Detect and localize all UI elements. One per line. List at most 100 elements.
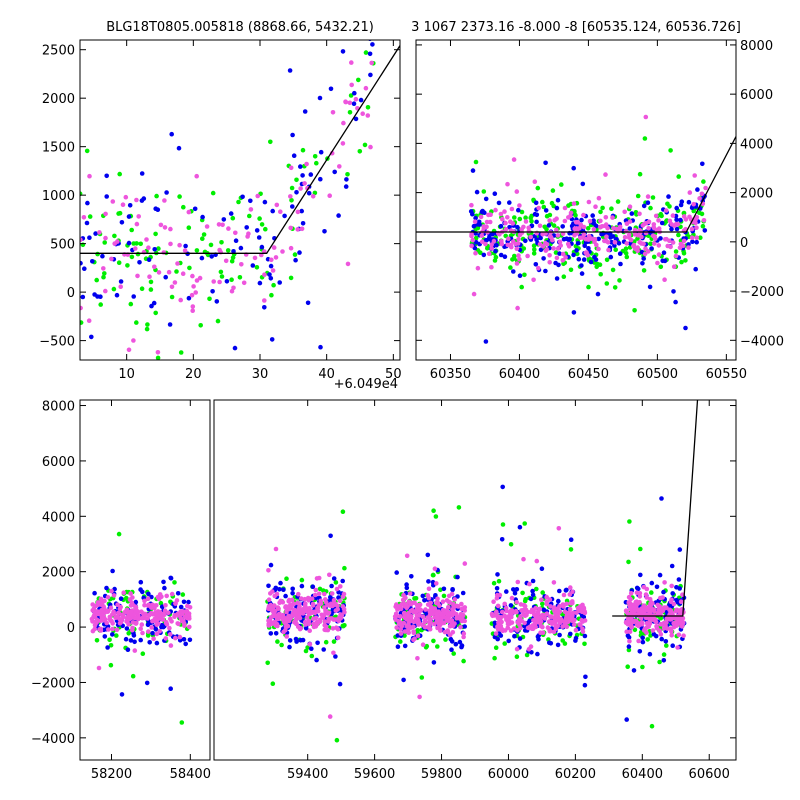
panel-top-left-point-green xyxy=(194,248,200,253)
panel-bottom-point-blue xyxy=(154,640,160,646)
panel-top-left-point-magenta xyxy=(327,193,333,198)
panel-bottom-point-magenta xyxy=(534,558,540,564)
panel-top-right-point-magenta xyxy=(508,219,513,224)
panel-top-right-point-magenta xyxy=(469,202,474,208)
panel-bottom-point-magenta xyxy=(628,596,633,602)
panel-bottom-point-magenta xyxy=(639,606,645,611)
panel-top-left-point-blue xyxy=(131,294,136,299)
panel-top-left-point-blue xyxy=(221,217,227,222)
panel-top-right-point-green xyxy=(551,223,557,228)
panel-top-left-point-magenta xyxy=(155,350,161,355)
panel-top-right-point-magenta xyxy=(602,223,608,229)
panel-top-left-point-magenta xyxy=(80,237,83,242)
panel-top-left-point-blue xyxy=(167,322,173,327)
panel-bottom-point-green xyxy=(520,590,525,596)
panel-bottom-point-blue xyxy=(138,579,144,585)
panel-bottom-point-magenta xyxy=(111,593,117,598)
panel-bottom-point-magenta xyxy=(518,602,524,607)
panel-top-right-point-blue xyxy=(647,284,653,290)
panel-bottom-point-green xyxy=(333,580,339,585)
panel-top-left-point-green xyxy=(131,241,136,246)
panel-bottom-y-tick-label: −4000 xyxy=(31,732,75,747)
panel-top-left-point-blue xyxy=(231,249,236,254)
panel-top-right-point-blue xyxy=(588,259,594,265)
panel-top-right-point-magenta xyxy=(516,253,521,258)
panel-top-left-point-blue xyxy=(267,272,272,277)
panel-top-left-point-blue xyxy=(232,345,238,351)
panel-bottom-point-magenta xyxy=(295,615,301,620)
panel-top-right-point-magenta xyxy=(656,226,662,231)
panel-bottom-point-blue xyxy=(555,642,561,648)
panel-top-right-point-magenta xyxy=(586,199,592,205)
panel-top-right-point-green xyxy=(600,205,605,211)
panel-bottom-point-magenta xyxy=(418,607,424,613)
panel-bottom-point-magenta xyxy=(187,605,193,610)
panel-bottom-point-green xyxy=(502,641,508,646)
panel-bottom-point-blue xyxy=(582,633,588,639)
panel-top-left-point-blue xyxy=(139,198,145,203)
panel-top-left-point-blue xyxy=(262,199,268,205)
panel-top-left-point-green xyxy=(139,286,145,292)
panel-top-left-point-green xyxy=(102,240,107,245)
panel-top-right-point-blue xyxy=(533,262,539,267)
panel-top-right-point-blue xyxy=(571,310,577,315)
panel-top-right-title: 3 1067 2373.16 -8.000 -8 [60535.124, 605… xyxy=(411,20,741,35)
panel-bottom-point-magenta xyxy=(153,611,158,617)
panel-bottom-point-green xyxy=(275,639,280,644)
panel-top-left-point-blue xyxy=(192,206,198,212)
panel-top-right-point-blue xyxy=(579,217,584,223)
panel-top-right-point-magenta xyxy=(651,222,657,227)
panel-bottom-point-blue xyxy=(144,680,150,686)
panel-bottom-point-magenta xyxy=(461,634,466,640)
panel-top-left-point-green xyxy=(112,233,117,239)
panel-bottom-point-magenta xyxy=(169,591,175,597)
panel-top-left-point-blue xyxy=(146,257,152,263)
panel-top-left-point-blue xyxy=(186,295,192,301)
panel-top-right-point-green xyxy=(598,272,603,277)
panel-bottom-point-green xyxy=(451,651,457,656)
panel-bottom-point-blue xyxy=(459,644,464,650)
panel-bottom-point-magenta xyxy=(658,595,663,601)
panel-bottom-point-magenta xyxy=(681,633,686,638)
panel-top-left-point-green xyxy=(237,275,243,280)
panel-bottom-point-blue xyxy=(640,635,645,641)
panel-top-left-y-tick-label: 0 xyxy=(67,286,75,301)
panel-top-left-x-tick-label: 40 xyxy=(318,367,335,382)
panel-top-right-point-blue xyxy=(474,189,480,195)
panel-top-left-point-blue xyxy=(291,153,297,158)
panel-top-left-point-green xyxy=(135,251,141,257)
panel-top-left-point-magenta xyxy=(255,193,260,199)
panel-bottom-segment-1-frame xyxy=(79,399,211,761)
panel-top-right-point-green xyxy=(559,182,564,187)
panel-bottom-point-green xyxy=(412,596,417,601)
panel-top-left-point-magenta xyxy=(233,230,238,236)
panel-bottom-point-magenta xyxy=(307,606,312,611)
panel-bottom-point-magenta xyxy=(338,615,344,620)
panel-top-left-point-green xyxy=(169,294,175,300)
panel-top-right-point-green xyxy=(615,199,621,204)
panel-top-right-point-blue xyxy=(674,226,680,232)
panel-bottom-point-magenta xyxy=(538,630,543,635)
panel-top-right-point-green xyxy=(481,189,487,194)
panel-bottom-point-green xyxy=(661,652,667,657)
panel-top-right-point-blue xyxy=(582,243,587,249)
panel-bottom-point-blue xyxy=(161,579,166,585)
panel-bottom-point-green xyxy=(94,638,100,643)
panel-top-left-point-magenta xyxy=(162,198,167,203)
panel-top-right-point-blue xyxy=(516,207,521,213)
panel-top-right-point-green xyxy=(519,284,524,290)
panel-top-right-point-green xyxy=(585,226,591,231)
panel-top-left-point-green xyxy=(230,255,236,260)
panel-bottom-point-green xyxy=(500,522,506,527)
panel-top-right-point-magenta xyxy=(687,190,693,195)
panel-bottom-point-blue xyxy=(409,574,414,579)
panel-bottom-point-blue xyxy=(337,681,343,687)
panel-bottom-point-green xyxy=(568,547,574,552)
panel-top-right-point-blue xyxy=(557,251,562,256)
panel-top-left-point-blue xyxy=(318,344,323,350)
panel-bottom-point-green xyxy=(626,559,631,565)
panel-top-right-point-magenta xyxy=(668,244,673,250)
panel-top-left-point-magenta xyxy=(365,113,371,118)
panel-top-left-point-magenta xyxy=(131,338,136,343)
panel-bottom-point-green xyxy=(625,664,630,669)
